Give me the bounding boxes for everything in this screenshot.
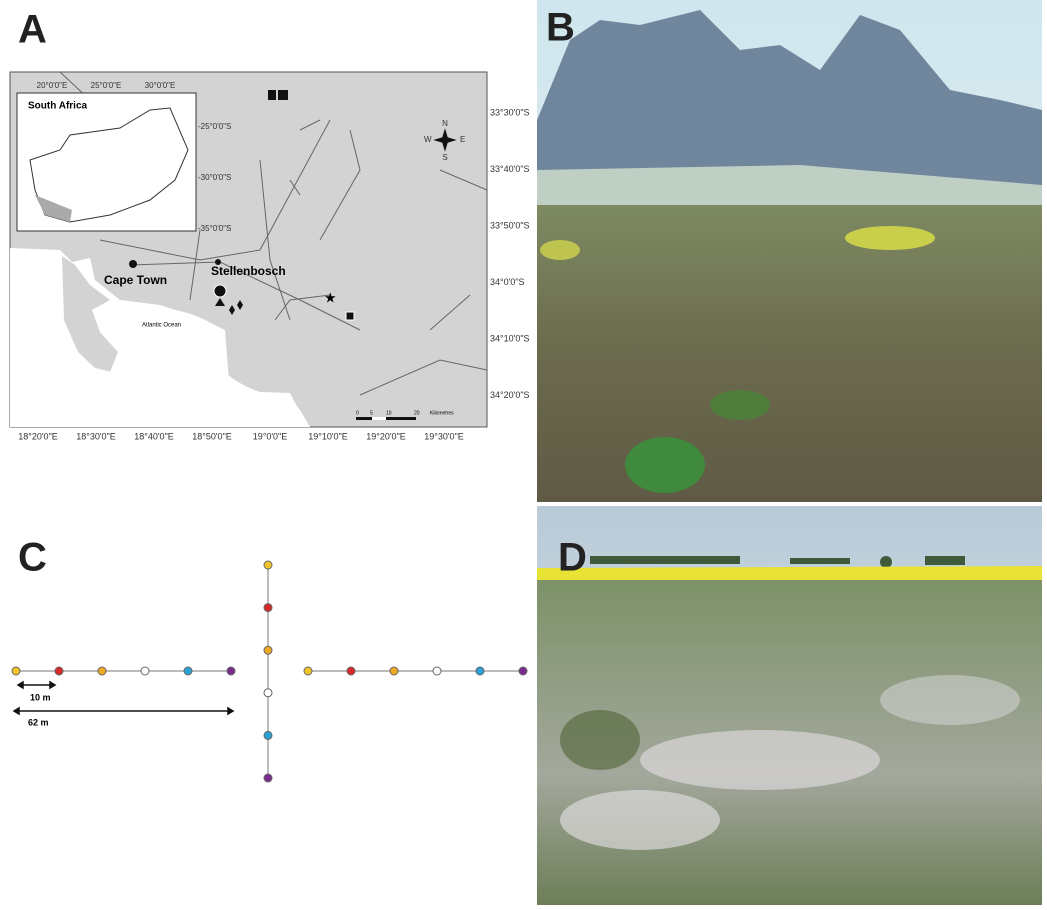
lat-label: 34°20'0"S xyxy=(490,390,530,400)
plot-point xyxy=(264,731,272,739)
inset-lat-label: -25°0'0"S xyxy=(198,122,231,131)
compass: W xyxy=(424,135,432,144)
lat-label: 34°0'0"S xyxy=(490,277,525,287)
panel-label: C xyxy=(18,536,47,580)
photo-b xyxy=(537,0,1042,502)
compass: S xyxy=(442,153,447,162)
plot-point xyxy=(433,667,441,675)
plot-point xyxy=(519,667,527,675)
lon-label: 19°30'0"E xyxy=(424,431,464,441)
lon-label: 18°50'0"E xyxy=(192,431,232,441)
lon-label: 18°40'0"E xyxy=(134,431,174,441)
transect-diagram: 10 m 62 m xyxy=(12,561,527,782)
inset-lon-label: 30°0'0"E xyxy=(145,81,176,90)
lon-label: 19°10'0"E xyxy=(308,431,348,441)
panel-label: B xyxy=(546,6,575,50)
scale-bar-label: 5 xyxy=(370,410,373,416)
scale-bar-label: 20 xyxy=(414,410,420,416)
compass: E xyxy=(460,135,465,144)
place-label: Cape Town xyxy=(104,273,167,287)
place-label: Atlantic Ocean xyxy=(142,323,181,329)
inset-lon-label: 25°0'0"E xyxy=(91,81,122,90)
photo-d xyxy=(537,506,1042,905)
lon-label: 18°30'0"E xyxy=(76,431,116,441)
scale-bar-label: 10 xyxy=(386,410,392,416)
plot-point xyxy=(12,667,20,675)
inset-lat-label: -35°0'0"S xyxy=(198,224,231,233)
lat-label: 33°50'0"S xyxy=(490,220,530,230)
lat-label: 33°30'0"S xyxy=(490,107,530,117)
plot-point xyxy=(476,667,484,675)
plot-point xyxy=(347,667,355,675)
plot-point xyxy=(98,667,106,675)
plot-point xyxy=(55,667,63,675)
lat-label: 34°10'0"S xyxy=(490,333,530,343)
plot-point xyxy=(264,604,272,612)
plot-point xyxy=(264,689,272,697)
plot-point xyxy=(184,667,192,675)
lon-label: 19°20'0"E xyxy=(366,431,406,441)
compass: N xyxy=(442,119,448,128)
inset-lat-label: -30°0'0"S xyxy=(198,173,231,182)
inset: South Africa xyxy=(17,93,196,231)
plot-point xyxy=(227,667,235,675)
place-label: Stellenbosch xyxy=(211,264,286,278)
panel-label: D xyxy=(558,536,587,580)
scale-label: 10 m xyxy=(30,692,51,702)
plot-point xyxy=(264,561,272,569)
lon-label: 19°0'0"E xyxy=(253,431,288,441)
inset-title: South Africa xyxy=(28,101,88,112)
panel-label: A xyxy=(18,8,47,52)
scale-bar-label: 0 xyxy=(356,410,359,416)
plot-point xyxy=(264,646,272,654)
inset-lon-label: 20°0'0"E xyxy=(37,81,68,90)
plot-point xyxy=(390,667,398,675)
plot-point xyxy=(264,774,272,782)
lat-label: 33°40'0"S xyxy=(490,164,530,174)
plot-point xyxy=(304,667,312,675)
lon-label: 18°20'0"E xyxy=(18,431,58,441)
figure: A South Africa ★ N E S W Cape Tow xyxy=(0,0,1047,905)
map: South Africa ★ N E S W Cape Town Stellen… xyxy=(10,72,487,427)
scale-bar-label: Kilometres xyxy=(430,410,454,416)
plot-point xyxy=(141,667,149,675)
scale-label: 62 m xyxy=(28,717,49,727)
star: ★ xyxy=(324,290,337,306)
